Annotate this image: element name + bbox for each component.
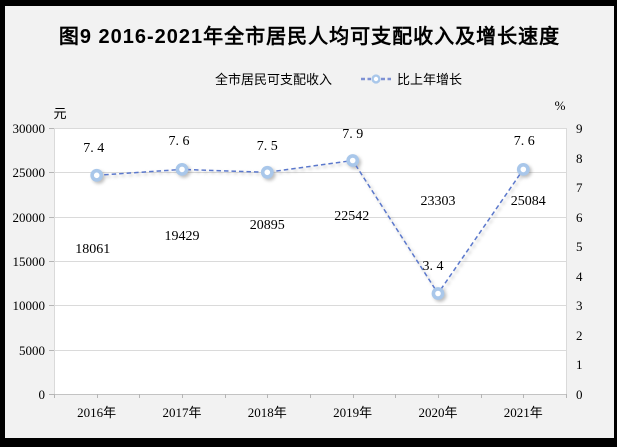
left-axis-tick-label: 20000 — [12, 210, 46, 225]
right-axis-tick-label: 4 — [576, 269, 583, 284]
chart-title: 图9 2016-2021年全市居民人均可支配收入及增长速度 — [58, 26, 561, 48]
left-axis-tick — [49, 261, 54, 262]
data-point-marker — [260, 165, 274, 179]
growth-line-chart — [90, 154, 530, 300]
left-axis-tick-label: 25000 — [12, 165, 46, 180]
x-axis-tick — [139, 394, 141, 398]
x-axis-label: 2018年 — [247, 405, 287, 420]
legend-income-label: 全市居民可支配收入 — [214, 72, 332, 87]
dashed-line-circle-icon — [361, 73, 391, 85]
right-axis-tick-label: 6 — [576, 210, 583, 225]
x-axis-tick — [395, 394, 397, 398]
x-axis-tick — [267, 394, 269, 398]
right-axis-tick-label: 9 — [576, 121, 583, 136]
right-axis-tick-label: 1 — [576, 357, 583, 372]
plot-right-border — [566, 128, 567, 394]
data-point-marker — [90, 168, 104, 182]
x-axis-tick — [182, 394, 183, 398]
income-value-label: 19429 — [164, 228, 200, 244]
left-axis-tick — [49, 172, 54, 173]
x-axis-label: 2020年 — [418, 405, 458, 420]
data-point-marker — [516, 162, 530, 176]
x-axis-label: 2016年 — [77, 405, 117, 420]
gridline — [54, 172, 566, 173]
left-axis-tick — [49, 350, 54, 351]
right-axis-tick-label: 5 — [576, 239, 583, 254]
x-axis-label: 2019年 — [333, 405, 373, 420]
growth-value-label: 7. 9 — [342, 126, 364, 142]
x-axis-label: 2021年 — [503, 405, 543, 420]
right-axis-tick-label: 0 — [576, 387, 583, 402]
growth-value-label: 3. 4 — [422, 258, 444, 274]
right-axis-tick-label: 8 — [576, 151, 583, 166]
x-axis-tick — [96, 394, 98, 398]
chart-canvas: 图9 2016-2021年全市居民人均可支配收入及增长速度 全市居民可支配收入 … — [5, 6, 614, 438]
left-axis-tick — [49, 128, 54, 129]
left-axis-tick-label: 10000 — [12, 298, 46, 313]
x-axis-tick — [523, 394, 525, 398]
income-value-label: 20895 — [249, 217, 285, 233]
growth-value-label: 7. 6 — [168, 134, 190, 150]
left-axis-unit-label: 元 — [53, 106, 67, 121]
growth-value-label: 7. 6 — [513, 134, 535, 150]
plot-left-border — [54, 128, 55, 394]
gridline — [54, 217, 566, 218]
gridline — [54, 128, 566, 129]
gridline — [54, 261, 566, 262]
left-axis-tick — [49, 394, 54, 395]
income-value-label: 18061 — [75, 241, 111, 257]
x-axis-tick — [310, 394, 311, 398]
income-value-label: 22542 — [334, 209, 370, 225]
right-axis-tick-label: 7 — [576, 180, 583, 195]
legend-growth-label: 比上年增长 — [397, 72, 463, 87]
gridline — [54, 305, 566, 306]
left-axis-tick-label: 30000 — [12, 121, 46, 136]
income-value-label: 25084 — [510, 193, 546, 209]
left-axis-tick — [49, 217, 54, 218]
x-axis-tick — [480, 394, 482, 398]
x-axis-tick — [352, 394, 354, 398]
x-axis-tick — [566, 394, 567, 398]
chart-legend: 全市居民可支配收入 比上年增长 — [34, 69, 617, 88]
growth-dashed-line — [96, 159, 524, 295]
data-point-marker — [175, 162, 189, 176]
x-axis-tick — [54, 394, 55, 398]
gridline — [54, 350, 566, 351]
growth-value-label: 7. 4 — [83, 141, 105, 157]
data-point-marker — [431, 287, 445, 300]
x-axis-label: 2017年 — [162, 405, 202, 420]
chart-plot-area: 0 5000 10000 15000 20000 25000 30000 0 1 2 3 4 5 6 7 8 9… — [5, 6, 614, 438]
x-axis-tick — [438, 394, 439, 398]
income-value-label: 23303 — [420, 194, 456, 210]
growth-value-label: 7. 5 — [256, 139, 278, 155]
x-axis-tick — [224, 394, 226, 398]
left-axis-tick-label: 0 — [38, 387, 46, 402]
left-axis-tick — [49, 305, 54, 306]
right-axis-tick-label: 2 — [576, 328, 583, 343]
left-axis-tick-label: 5000 — [19, 343, 45, 358]
data-point-marker — [346, 154, 360, 167]
right-axis-tick-label: 3 — [576, 298, 583, 313]
left-axis-tick-label: 15000 — [12, 254, 46, 269]
right-axis-unit-label: % — [554, 98, 566, 113]
